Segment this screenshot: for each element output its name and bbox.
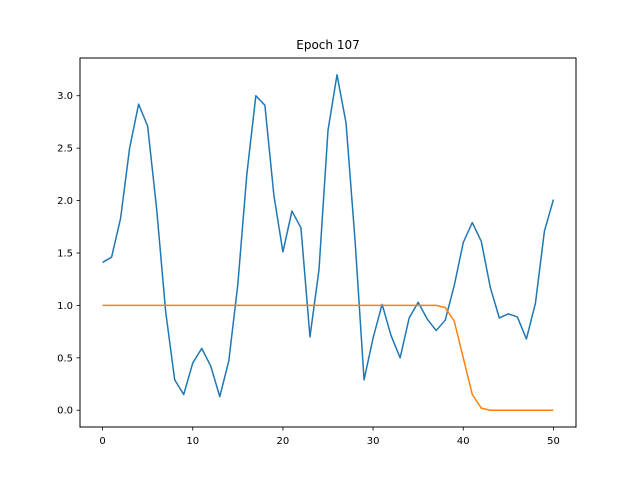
y-tick-label: 2.5 xyxy=(57,144,73,155)
x-axis-ticks: 0 10 20 30 40 50 xyxy=(99,427,560,447)
x-tick-label: 50 xyxy=(547,436,560,447)
axes-frame xyxy=(79,57,577,428)
x-tick-label: 10 xyxy=(186,436,199,447)
plot-area xyxy=(102,74,555,411)
x-tick-label: 40 xyxy=(457,436,470,447)
x-tick-label: 20 xyxy=(277,436,290,447)
series-line-1 xyxy=(102,74,555,398)
y-axis-ticks: 0.0 0.5 1.0 1.5 2.0 2.5 3.0 xyxy=(57,91,80,417)
y-tick-label: 1.0 xyxy=(57,301,73,312)
y-tick-label: 2.0 xyxy=(57,196,73,207)
y-tick-label: 1.5 xyxy=(57,248,73,259)
y-tick-label: 0.5 xyxy=(57,353,73,364)
y-tick-label: 3.0 xyxy=(57,91,73,102)
chart-title: Epoch 107 xyxy=(296,38,359,52)
series-line-2 xyxy=(102,304,554,411)
x-tick-label: 0 xyxy=(99,436,105,447)
y-tick-label: 0.0 xyxy=(57,406,73,417)
x-tick-label: 30 xyxy=(367,436,380,447)
